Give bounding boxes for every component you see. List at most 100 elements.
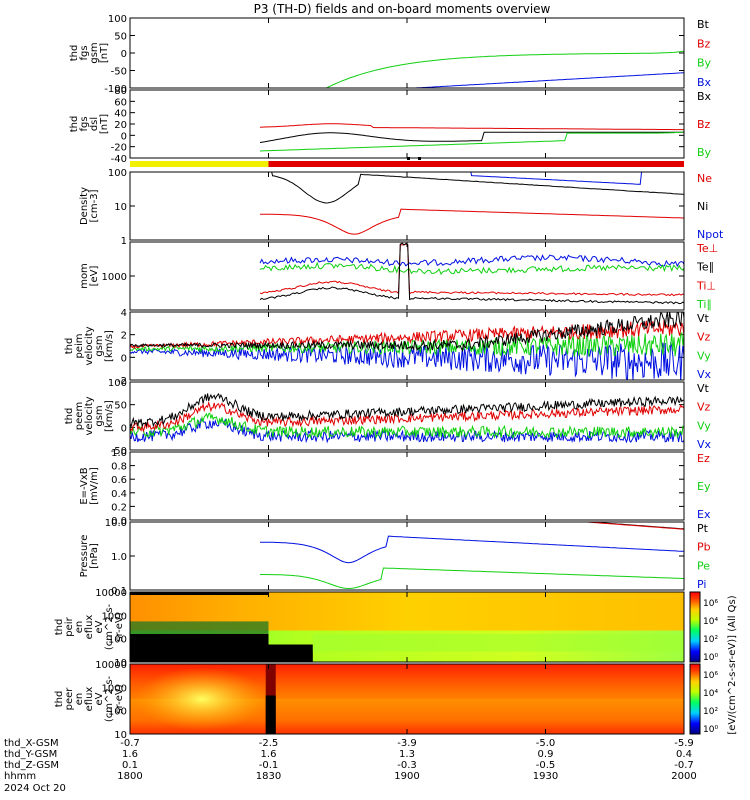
- y-axis-label-line: eV: [94, 620, 105, 633]
- series-by: [259, 131, 684, 152]
- y-tick-label: 4: [121, 308, 127, 319]
- y-tick-label: 1.0: [111, 448, 127, 459]
- legend-entry: Ez: [697, 452, 710, 465]
- y-tick-label: 80: [114, 86, 127, 97]
- y-tick-label: 10: [114, 658, 127, 669]
- x-tick-value: 1.6: [122, 749, 138, 760]
- legend-entry: Vz: [697, 401, 711, 414]
- legend-entry: Bx: [697, 76, 712, 89]
- y-tick-label: 40: [114, 109, 127, 120]
- y-tick-label: 1000: [102, 611, 127, 622]
- y-axis-label-line: (cm^2-s-: [104, 603, 115, 650]
- panel-clip: [130, 392, 684, 444]
- y-tick-label: 0: [121, 423, 127, 434]
- legend-entry: Vt: [697, 382, 710, 395]
- y-axis-label-line: gsm: [94, 405, 105, 426]
- legend-entry: Vz: [697, 331, 711, 344]
- series-pb: [579, 522, 684, 530]
- panel-clip: [260, 172, 684, 235]
- y-axis-label-line: gsm: [94, 335, 105, 356]
- y-tick-label: 10000: [95, 588, 127, 599]
- mode-marker: [418, 157, 421, 160]
- colorbar-tick-label: 10⁰: [703, 653, 718, 663]
- legend-entry: Ne: [697, 172, 712, 185]
- y-tick-label: 100: [108, 707, 127, 718]
- y-axis-label-line: thd: [54, 619, 65, 636]
- y-axis-label-peem_velocity: thd peem velocity gsm [km/s]: [64, 396, 115, 435]
- x-tick-value: 1.6: [261, 749, 277, 760]
- y-axis-label-line: mom: [79, 263, 90, 289]
- series-pe: [260, 567, 684, 590]
- y-tick-label: 10: [114, 202, 127, 213]
- legend-entry: By: [697, 57, 712, 70]
- panel-frame: [129, 451, 685, 521]
- y-axis-label-density: Density [cm-3]: [79, 187, 100, 225]
- y-axis-label-line: en: [74, 693, 85, 706]
- panel-clip: [260, 50, 684, 88]
- y-tick-label: 0.1: [111, 586, 127, 597]
- y-axis-label-line: fgs: [79, 116, 90, 131]
- y-axis-label-line: eV: [94, 692, 105, 705]
- series-ne: [260, 208, 684, 235]
- legend-entry: By: [697, 146, 712, 159]
- series-bx: [259, 131, 684, 143]
- y-tick-label: 50: [114, 32, 127, 43]
- x-row-label: thd_X-GSM: [4, 738, 59, 749]
- x-tick-value: -2.5: [259, 738, 279, 749]
- y-tick-label: 100: [108, 168, 127, 179]
- y-tick-label: 20: [114, 120, 127, 131]
- y-tick-label: 0.6: [111, 475, 127, 486]
- y-axis-label-efield: E=-VxB [mV/m]: [79, 467, 100, 505]
- series-vt: [130, 312, 684, 353]
- y-axis-label-fgs_gsm: thd fgs gsm [nT]: [69, 42, 110, 63]
- colorbar-tick-label: 10⁴: [703, 689, 718, 699]
- mode-bar-segment: [268, 161, 684, 167]
- y-axis-label-line: [mV/m]: [89, 467, 100, 505]
- series-vz: [130, 400, 684, 433]
- y-tick-label: 1000: [102, 272, 127, 283]
- y-tick-label: 1.0: [111, 552, 127, 563]
- spectrogram-nodata: [130, 634, 269, 662]
- y-tick-label: 0: [121, 353, 127, 364]
- y-axis-label-line: [eV]: [89, 266, 100, 287]
- y-axis-label-line: thd: [69, 116, 80, 133]
- y-axis-label-line: thd: [64, 338, 75, 355]
- panel-temperature: mom [eV] 1000 Te⊥ Te∥ Ti⊥ Ti∥: [79, 241, 718, 311]
- spectrogram-band: [312, 634, 684, 652]
- y-axis-label-line: [km/s]: [104, 330, 115, 362]
- panel-pressure: Pressure [nPa] 10.0 1.0 0.1 Pt Pb Pe Pi: [79, 518, 711, 597]
- colorbar-tick-label: 10²: [703, 635, 718, 645]
- panel-fgs_gsm: thd fgs gsm [nT] 100 50 0 -50 -100 Bt Bz By Bx: [69, 14, 712, 95]
- y-axis-label-line: thd: [69, 45, 80, 62]
- x-tick-value: -0.7: [120, 738, 140, 749]
- legend-entry: Vy: [697, 419, 711, 432]
- x-tick-value: 1.3: [399, 749, 415, 760]
- spectrogram-gap: [265, 695, 276, 734]
- y-tick-label: 100: [108, 14, 127, 25]
- y-tick-label: 100: [108, 378, 127, 389]
- legend-entry: Pe: [697, 559, 710, 572]
- colorbar-scale: [689, 663, 701, 735]
- x-tick-value: -5.9: [674, 738, 694, 749]
- colorbar-tick-label: 10⁶: [703, 599, 718, 609]
- y-tick-label: 1: [121, 236, 127, 247]
- y-axis-label-line: thd: [64, 408, 75, 425]
- y-tick-label: 0.4: [111, 489, 127, 500]
- mode-bar: [130, 157, 684, 167]
- legend-entry: Vt: [697, 312, 710, 325]
- y-axis-label-line: velocity: [84, 396, 95, 435]
- series-vt: [130, 392, 684, 429]
- y-axis-label-line: (cm^2-s-: [104, 675, 115, 722]
- y-tick-label: 2: [121, 331, 127, 342]
- y-tick-label: -50: [111, 446, 127, 457]
- y-tick-label: 60: [114, 97, 127, 108]
- series-npot: [470, 172, 643, 185]
- y-tick-label: 0.2: [111, 502, 127, 513]
- spectrogram-band: [130, 621, 269, 634]
- panel-clip: [259, 123, 684, 152]
- x-tick-value: 0.1: [122, 760, 138, 771]
- y-axis-label-line: gsm: [89, 42, 100, 63]
- y-axis-label-line: [km/s]: [104, 400, 115, 432]
